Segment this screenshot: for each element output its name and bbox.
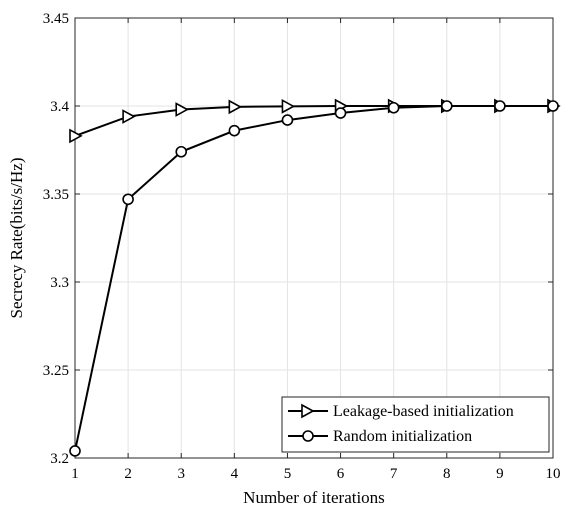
data-point-circle [547,100,559,112]
data-point-circle [228,124,241,137]
axis-ticks: 1 2 3 4 5 6 7 8 9 10 3.2 3.25 3.3 3.35 3.4 3.45 [43,11,561,482]
plot-area-frame [74,17,554,459]
series-line [74,105,553,452]
x-tick-label: 1 [71,466,79,482]
data-point-triangle [122,109,136,124]
data-point-circle [387,101,400,114]
y-tick-label: 3.3 [50,275,69,291]
legend-label-random: Random initialization [333,428,472,445]
x-axis-label: Number of iterations [243,488,385,507]
data-point-circle [494,100,506,112]
data-point-circle [281,114,294,126]
x-tick-label: 6 [337,466,345,482]
series-layer [69,98,561,457]
legend-label-leakage: Leakage-based initialization [333,403,514,420]
x-tick-label: 8 [443,466,451,482]
data-point-triangle [69,128,83,144]
y-tick-label: 3.2 [50,451,69,467]
data-point-circle [122,193,134,206]
x-tick-label: 3 [177,466,185,482]
data-point-circle [69,445,81,457]
x-tick-label: 5 [284,466,292,482]
x-tick-label: 9 [496,466,504,482]
y-tick-label: 3.25 [43,363,69,379]
x-tick-label: 7 [390,466,398,482]
x-tick-label: 2 [124,466,132,482]
data-point-triangle [175,102,189,117]
series-random [69,100,559,457]
legend: Leakage-based initialization Random init… [281,396,550,453]
y-tick-label: 3.45 [43,11,69,27]
x-tick-label: 4 [231,466,239,482]
x-tick-label: 10 [546,466,561,482]
y-tick-label: 3.4 [50,99,69,115]
y-tick-label: 3.35 [43,187,69,203]
y-axis-label: Secrecy Rate(bits/s/Hz) [7,158,26,319]
data-point-triangle [228,99,243,115]
data-point-circle [440,100,453,112]
data-point-circle [334,107,347,119]
data-point-circle [175,145,188,158]
legend-box [281,396,550,453]
legend-marker-triangle-icon [301,403,315,419]
data-point-triangle [281,99,296,114]
legend-marker-circle-icon [302,430,314,442]
